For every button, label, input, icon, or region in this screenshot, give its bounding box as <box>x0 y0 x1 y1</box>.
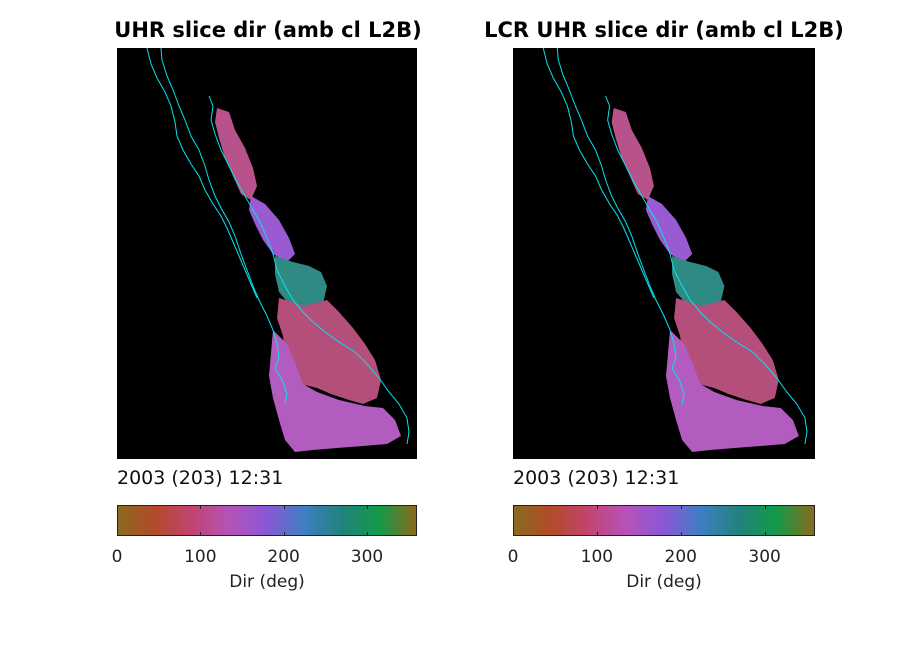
colorbar-gradient <box>513 505 815 536</box>
colorbar-label: Dir (deg) <box>229 572 305 592</box>
coastline-1 <box>556 48 685 405</box>
colorbar-tick <box>367 505 368 509</box>
colorbar-tick-label: 300 <box>350 547 384 567</box>
colorbar-tick-label: 100 <box>184 547 217 567</box>
wind-region-center <box>672 256 725 310</box>
colorbar-tick <box>596 505 598 509</box>
coastline-1 <box>160 48 288 405</box>
wind-region-south <box>666 330 799 452</box>
right-panel: LCR UHR slice dir (amb cl L2B) 2003 (203… <box>464 0 864 652</box>
colorbar-tick-label: 300 <box>748 547 781 567</box>
colorbar-tick <box>367 532 368 536</box>
coastline-3 <box>146 48 258 299</box>
colorbar-tick <box>200 505 202 509</box>
chart-title: UHR slice dir (amb cl L2B) <box>114 18 422 42</box>
colorbar-tick <box>513 505 514 509</box>
colorbar-label: Dir (deg) <box>626 572 702 592</box>
colorbar-tick-label: 200 <box>267 547 300 567</box>
colorbar-tick <box>117 532 118 536</box>
wind-region-center <box>275 256 327 310</box>
map-image <box>513 48 815 459</box>
colorbar-tick-label: 200 <box>664 547 697 567</box>
wind-region-upper-middle <box>249 196 295 262</box>
wind-region-north <box>611 108 654 200</box>
left-panel: UHR slice dir (amb cl L2B) 2003 (203) 12… <box>68 0 468 652</box>
wind-region-south-east <box>277 298 381 404</box>
wind-region-upper-middle <box>645 196 693 262</box>
wind-region-north <box>215 108 257 200</box>
wind-region-south <box>269 330 401 452</box>
map-image <box>117 48 417 459</box>
timestamp-caption: 2003 (203) 12:31 <box>513 467 680 489</box>
colorbar-gradient <box>117 505 417 536</box>
timestamp-caption: 2003 (203) 12:31 <box>117 467 284 489</box>
colorbar-tick-label: 0 <box>111 547 123 567</box>
wind-region-south-east <box>674 298 779 404</box>
colorbar-tick-label: 100 <box>580 547 614 567</box>
colorbar-tick <box>513 532 514 536</box>
colorbar-tick <box>117 505 118 509</box>
chart-title: LCR UHR slice dir (amb cl L2B) <box>484 18 844 42</box>
coastline-2 <box>208 95 410 445</box>
colorbar-tick <box>283 532 285 536</box>
sea-wind-map <box>117 48 417 459</box>
sea-wind-map <box>513 48 815 459</box>
colorbar-tick <box>680 505 682 509</box>
colorbar-tick <box>764 532 766 536</box>
colorbar-tick <box>764 505 766 509</box>
colorbar-tick <box>596 532 598 536</box>
colorbar-tick <box>283 505 285 509</box>
coastline-3 <box>542 48 655 299</box>
coastline-2 <box>605 95 808 445</box>
colorbar-tick <box>680 532 682 536</box>
colorbar-tick-label: 0 <box>507 547 519 567</box>
colorbar-tick <box>200 532 202 536</box>
